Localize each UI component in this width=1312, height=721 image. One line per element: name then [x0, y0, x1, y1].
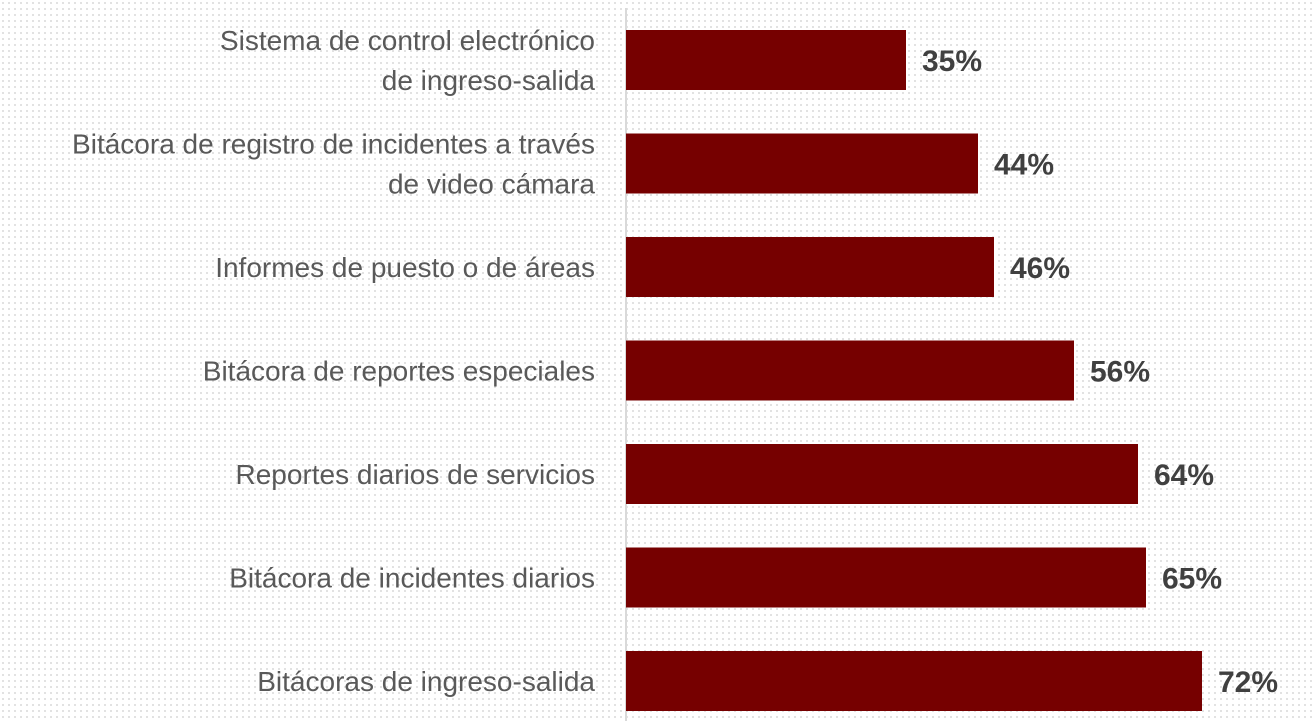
- data-label-0: 35%: [922, 45, 982, 78]
- category-labels: Sistema de control electrónico de ingreso…: [72, 25, 595, 697]
- bar-0: [626, 30, 906, 90]
- data-labels: 35% 44% 46% 56% 64% 65% 72%: [922, 45, 1278, 699]
- bar-6: [626, 651, 1202, 711]
- category-label-2: Informes de puesto o de áreas: [215, 252, 595, 283]
- category-label-0-line-0: Sistema de control electrónico: [220, 25, 595, 56]
- data-label-4: 64%: [1154, 459, 1214, 492]
- category-label-3: Bitácora de reportes especiales: [203, 356, 595, 387]
- bar-2: [626, 237, 994, 297]
- bar-series: [626, 30, 1202, 711]
- category-label-5: Bitácora de incidentes diarios: [229, 563, 595, 594]
- bar-5: [626, 547, 1146, 608]
- category-label-0-line-1: de ingreso-salida: [382, 65, 596, 96]
- data-label-6: 72%: [1218, 666, 1278, 699]
- bar-4: [626, 444, 1138, 504]
- data-label-1: 44%: [994, 149, 1054, 182]
- bar-3: [626, 340, 1074, 401]
- bar-1: [626, 133, 978, 194]
- data-label-3: 56%: [1090, 356, 1150, 389]
- category-label-1-line-0: Bitácora de registro de incidentes a tra…: [72, 129, 595, 160]
- category-label-1-line-1: de video cámara: [388, 169, 595, 200]
- category-label-4: Reportes diarios de servicios: [236, 459, 596, 490]
- data-label-5: 65%: [1162, 563, 1222, 596]
- category-label-6: Bitácoras de ingreso-salida: [257, 666, 595, 697]
- data-label-2: 46%: [1010, 252, 1070, 285]
